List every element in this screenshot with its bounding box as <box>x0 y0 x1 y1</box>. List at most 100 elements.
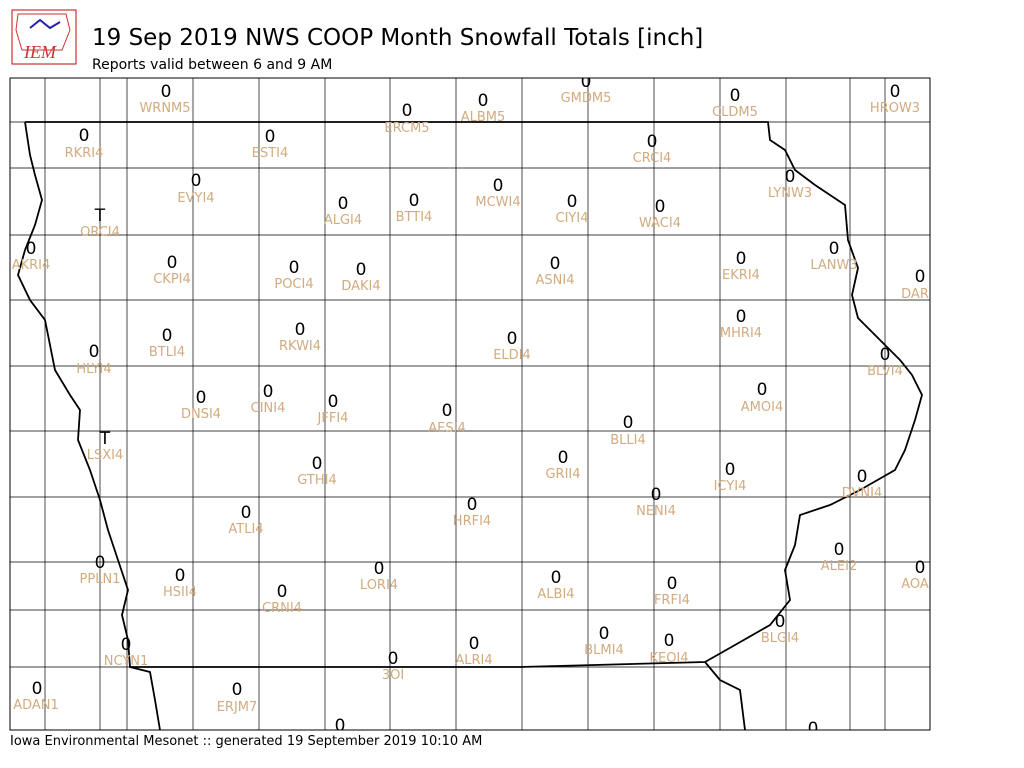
station-id: AOA <box>901 577 929 592</box>
station-id: EVYI4 <box>177 191 214 206</box>
station-id: DNSI4 <box>181 407 221 422</box>
station-value: 0 <box>581 72 592 92</box>
station-value: 0 <box>890 82 901 102</box>
station-value: 0 <box>507 329 518 349</box>
station-id: ERCM5 <box>384 121 429 136</box>
station-value: 0 <box>374 559 385 579</box>
station-value: 0 <box>161 82 172 102</box>
station-id: AMOI4 <box>741 400 783 415</box>
station-value: 0 <box>829 239 840 259</box>
station-value: 0 <box>409 191 420 211</box>
station-value: T <box>99 429 111 449</box>
station-id: BLVI4 <box>867 364 903 379</box>
station-id: ASNI4 <box>536 273 575 288</box>
station-id: MCWI4 <box>475 195 520 210</box>
state-border <box>129 666 161 730</box>
station-id: MHRI4 <box>720 326 762 341</box>
station-value: 0 <box>328 392 339 412</box>
station-id: WACI4 <box>639 216 681 231</box>
station-value: 0 <box>664 631 675 651</box>
station-id: PPLN1 <box>80 572 121 587</box>
station-id: BLLI4 <box>610 433 646 448</box>
station-value: 0 <box>599 624 610 644</box>
station-value: 0 <box>89 342 100 362</box>
station-id: EKRI4 <box>722 268 760 283</box>
station-id: BTTI4 <box>396 210 433 225</box>
station-value: 0 <box>469 634 480 654</box>
station-value: 0 <box>175 566 186 586</box>
station-value: 0 <box>880 345 891 365</box>
subtitle: Reports valid between 6 and 9 AM <box>92 57 332 73</box>
station-id: RKWI4 <box>279 339 321 354</box>
state-border <box>17 121 923 668</box>
station-id: ALBM5 <box>461 110 506 125</box>
station-id: POCI4 <box>274 277 313 292</box>
station-id: ALBI4 <box>537 587 574 602</box>
station-value: 0 <box>915 558 926 578</box>
station-value: 0 <box>335 716 346 736</box>
station-value: 0 <box>550 254 561 274</box>
station-value: 0 <box>402 101 413 121</box>
title: 19 Sep 2019 NWS COOP Month Snowfall Tota… <box>92 25 703 51</box>
station-value: 0 <box>277 582 288 602</box>
station-value: 0 <box>95 553 106 573</box>
station-value: 0 <box>167 253 178 273</box>
station-id: CRNI4 <box>262 601 302 616</box>
station-value: 0 <box>623 413 634 433</box>
station-value: 0 <box>651 485 662 505</box>
station-id: LSXI4 <box>87 448 124 463</box>
station-id: FRFI4 <box>654 593 690 608</box>
station-value: 0 <box>241 503 252 523</box>
station-value: 0 <box>467 495 478 515</box>
station-id: HLYI4 <box>76 362 111 377</box>
station-value: 0 <box>785 167 796 187</box>
station-value: 0 <box>725 460 736 480</box>
station-value: 0 <box>730 86 741 106</box>
station-id: ERJM7 <box>217 700 258 715</box>
station-id: LYNW3 <box>768 186 812 201</box>
station-id: ALEI2 <box>821 559 857 574</box>
station-value: 0 <box>442 401 453 421</box>
station-value: 0 <box>265 127 276 147</box>
station-id: ALRI4 <box>455 653 492 668</box>
station-value: 0 <box>79 126 90 146</box>
station-value: 0 <box>667 574 678 594</box>
logo-text: IEM <box>23 42 57 62</box>
station-value: 0 <box>263 382 274 402</box>
station-id: NCYN1 <box>104 654 149 669</box>
station-id: GRII4 <box>545 467 580 482</box>
station-value: 0 <box>808 719 819 739</box>
station-value: 0 <box>857 467 868 487</box>
station-id: ADAN1 <box>13 698 59 713</box>
station-id: CLDM5 <box>712 105 758 120</box>
station-id: ATLI4 <box>228 522 263 537</box>
station-id: LANW3 <box>810 258 857 273</box>
station-id: HRFI4 <box>453 514 491 529</box>
station-id: DAR <box>901 287 929 302</box>
station-value: 0 <box>558 448 569 468</box>
station-value: 0 <box>736 249 747 269</box>
station-value: 0 <box>493 176 504 196</box>
station-id: KEOI4 <box>649 651 688 666</box>
station-value: 0 <box>775 612 786 632</box>
station-id: ICYI4 <box>714 479 747 494</box>
station-value: 0 <box>834 540 845 560</box>
station-id: AESI4 <box>428 421 465 436</box>
station-id: BTLI4 <box>149 345 185 360</box>
station-value: 0 <box>196 388 207 408</box>
station-value: 0 <box>289 258 300 278</box>
station-value: 0 <box>121 635 132 655</box>
station-value: 0 <box>388 649 399 669</box>
station-id: RKRI4 <box>65 146 104 161</box>
station-id: HSII4 <box>163 585 197 600</box>
station-id: CIYI4 <box>556 211 589 226</box>
station-value: 0 <box>295 320 306 340</box>
station-value: 0 <box>356 260 367 280</box>
station-id: WRNM5 <box>139 101 190 116</box>
station-id: ORCI4 <box>80 225 120 240</box>
station-value: 0 <box>312 454 323 474</box>
